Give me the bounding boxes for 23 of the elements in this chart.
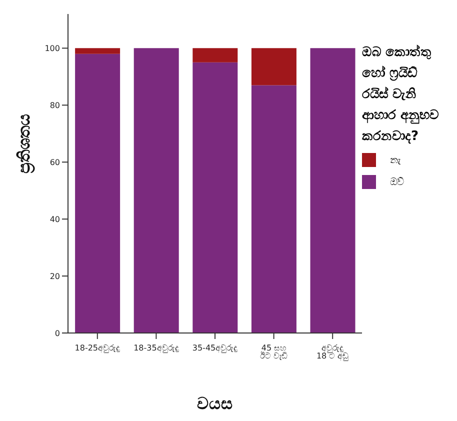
legend-label: නැ xyxy=(390,154,401,166)
legend-title: ඔබ කොත්තු හෝ ෆ්‍රයිඩ් රයිස් වැනි ආහාර අනුභව කරනවාද? xyxy=(362,44,440,146)
x-axis-title: වයස xyxy=(197,394,233,413)
y-tick-label: 40 xyxy=(50,214,60,224)
x-tick-label: 45 සහ ඊට වැඩි xyxy=(260,344,288,361)
bar xyxy=(75,48,120,54)
bar xyxy=(134,48,179,333)
bar xyxy=(310,48,356,333)
bar xyxy=(192,48,238,62)
bar xyxy=(192,62,238,333)
x-tick-label: 18-25අවුරුදු xyxy=(74,344,120,354)
bar xyxy=(251,85,296,333)
legend-label: ඔව් xyxy=(390,176,404,188)
y-tick-label: 80 xyxy=(50,100,60,110)
y-tick-label: 60 xyxy=(50,158,60,167)
y-axis-title: ප්‍රතිශතය xyxy=(14,114,36,174)
y-tick-label: 100 xyxy=(44,44,60,54)
y-tick-label: 20 xyxy=(50,272,60,281)
x-tick-label: 35-45අවුරුදු xyxy=(192,344,238,354)
bar xyxy=(75,54,120,333)
y-tick-label: 0 xyxy=(54,328,60,338)
x-tick-label: 18-35අවුරුදු xyxy=(134,344,179,354)
bar xyxy=(251,48,296,86)
